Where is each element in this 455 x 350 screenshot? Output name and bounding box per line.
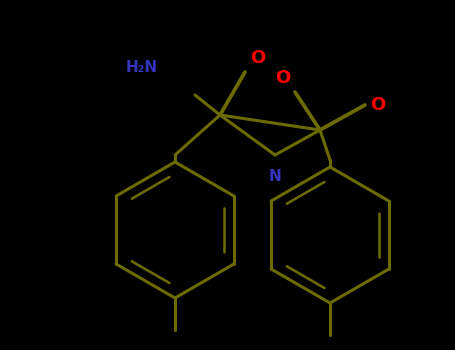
Text: O: O xyxy=(370,96,385,114)
Text: N: N xyxy=(268,169,281,184)
Text: O: O xyxy=(275,69,290,87)
Text: O: O xyxy=(250,49,265,67)
Text: H₂N: H₂N xyxy=(126,61,158,76)
